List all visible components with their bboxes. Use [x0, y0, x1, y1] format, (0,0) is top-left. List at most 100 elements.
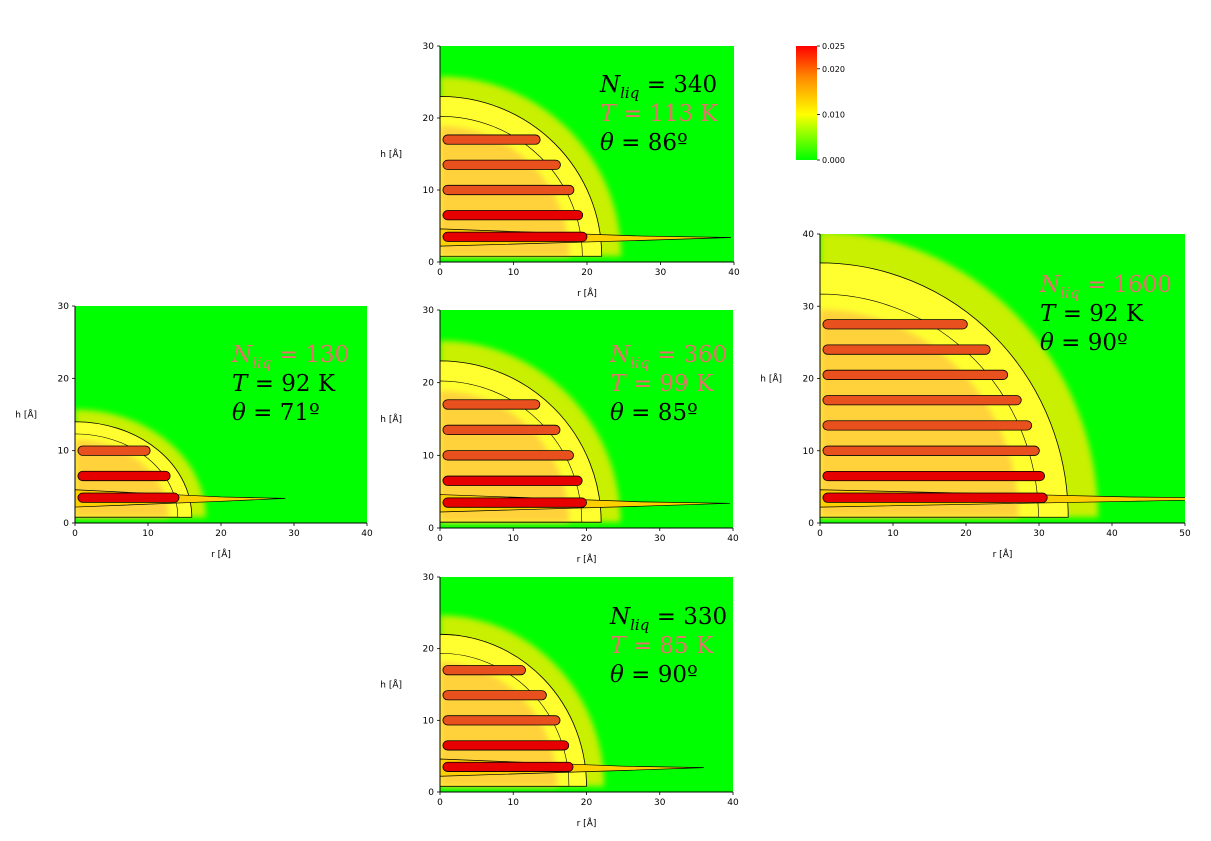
- density-layer: [442, 740, 570, 751]
- x-tick-label: 0: [437, 268, 443, 278]
- x-tick-label: 10: [508, 268, 520, 278]
- x-axis-label: r [Å]: [211, 548, 231, 560]
- x-tick-label: 40: [361, 529, 373, 539]
- density-layer: [822, 369, 1009, 380]
- x-axis-label: r [Å]: [577, 553, 597, 565]
- annotation-line: T = 85 K: [610, 633, 714, 659]
- contour-inner: [75, 433, 179, 518]
- annotation-line: Nliq = 1600: [1039, 272, 1172, 302]
- y-tick-label: 10: [803, 447, 815, 457]
- annotation-line: T = 99 K: [610, 371, 714, 397]
- density-layer: [442, 715, 561, 726]
- y-tick-label: 20: [423, 645, 435, 655]
- density-layer: [442, 761, 574, 772]
- heatmap-field: [440, 340, 731, 523]
- x-axis-label: r [Å]: [577, 817, 597, 829]
- y-tick-label: 20: [423, 114, 435, 124]
- density-layer: [442, 690, 547, 701]
- y-tick-label: 0: [428, 788, 434, 798]
- annotation-line: T = 92 K: [1040, 301, 1144, 327]
- colorbar: 0.025 0.020 0.010 0.000: [796, 42, 845, 165]
- y-tick-label: 0: [63, 519, 69, 529]
- annotation-line: Nliq = 360: [609, 342, 727, 372]
- x-tick-label: 50: [1179, 529, 1191, 539]
- density-layer: [822, 470, 1045, 482]
- x-tick-label: 0: [437, 798, 443, 808]
- contour-outer: [820, 262, 1069, 518]
- density-layer: [442, 424, 561, 436]
- x-tick-label: 20: [960, 529, 972, 539]
- density-layer: [822, 445, 1040, 456]
- density-layer: [77, 492, 180, 503]
- annotation-line: θ = 90º: [610, 662, 698, 688]
- annotation-line: T = 113 K: [600, 101, 718, 127]
- y-tick-label: 30: [803, 302, 815, 312]
- y-axis-label: h [Å]: [760, 373, 782, 385]
- heatmap-field: [440, 76, 732, 257]
- panel-p1600: 0 10 20 30 40 50 0 10 20 30 40 r [Å] h [Å] Nliq = 160…: [760, 230, 1191, 560]
- colorbar-tick-label: 0.010: [822, 110, 845, 119]
- heatmap-field: [820, 234, 1185, 518]
- contour-outer: [440, 360, 602, 523]
- y-tick-label: 30: [423, 42, 435, 52]
- annotation-line: θ = 86º: [600, 130, 688, 156]
- annotation-line: Nliq = 330: [609, 604, 727, 634]
- annotation-line: θ = 85º: [610, 400, 698, 426]
- y-tick-label: 20: [803, 375, 815, 385]
- y-tick-label: 10: [423, 716, 435, 726]
- heatmap-field: [75, 409, 286, 518]
- x-tick-label: 10: [508, 534, 520, 544]
- density-layer: [442, 475, 583, 486]
- contour-outer: [440, 633, 587, 787]
- x-tick-label: 20: [581, 268, 593, 278]
- y-axis-label: h [Å]: [15, 409, 37, 421]
- x-tick-label: 20: [581, 534, 593, 544]
- density-layer: [442, 665, 526, 676]
- density-layer: [822, 492, 1048, 503]
- x-tick-label: 30: [654, 798, 666, 808]
- x-tick-label: 20: [581, 798, 593, 808]
- y-axis-label: h [Å]: [380, 679, 402, 691]
- y-tick-label: 0: [428, 258, 434, 268]
- density-layer: [822, 319, 968, 330]
- density-layer: [822, 420, 1033, 431]
- annotation-line: T = 92 K: [232, 371, 336, 397]
- x-tick-label: 30: [654, 534, 666, 544]
- y-tick-label: 30: [423, 306, 435, 316]
- density-layer: [822, 344, 991, 355]
- x-tick-label: 40: [727, 798, 739, 808]
- annotation-line: Nliq = 340: [599, 72, 717, 102]
- colorbar-tick-label: 0.020: [822, 65, 845, 74]
- x-tick-label: 0: [437, 534, 443, 544]
- density-layer: [442, 184, 575, 196]
- x-axis-label: r [Å]: [577, 287, 597, 299]
- y-tick-label: 10: [58, 447, 70, 457]
- density-layer: [442, 497, 587, 508]
- density-layer: [442, 399, 541, 410]
- x-tick-label: 40: [728, 268, 740, 278]
- x-tick-label: 0: [72, 529, 78, 539]
- y-tick-label: 10: [423, 186, 435, 196]
- annotation-line: θ = 90º: [1040, 330, 1128, 356]
- x-tick-label: 30: [288, 529, 300, 539]
- y-tick-label: 0: [428, 524, 434, 534]
- y-tick-label: 10: [423, 451, 435, 461]
- x-tick-label: 20: [215, 529, 227, 539]
- density-layer: [442, 210, 584, 221]
- density-layer: [822, 395, 1022, 406]
- x-tick-label: 10: [508, 798, 520, 808]
- colorbar-tick-label: 0.025: [822, 42, 845, 51]
- droplet-core: [820, 309, 1019, 518]
- x-tick-label: 40: [1106, 529, 1118, 539]
- x-tick-label: 10: [142, 529, 154, 539]
- x-tick-label: 40: [727, 534, 739, 544]
- annotation-line: Nliq = 130: [231, 342, 349, 372]
- density-layer: [77, 445, 151, 456]
- y-axis-label: h [Å]: [380, 148, 402, 160]
- x-axis-label: r [Å]: [993, 548, 1013, 560]
